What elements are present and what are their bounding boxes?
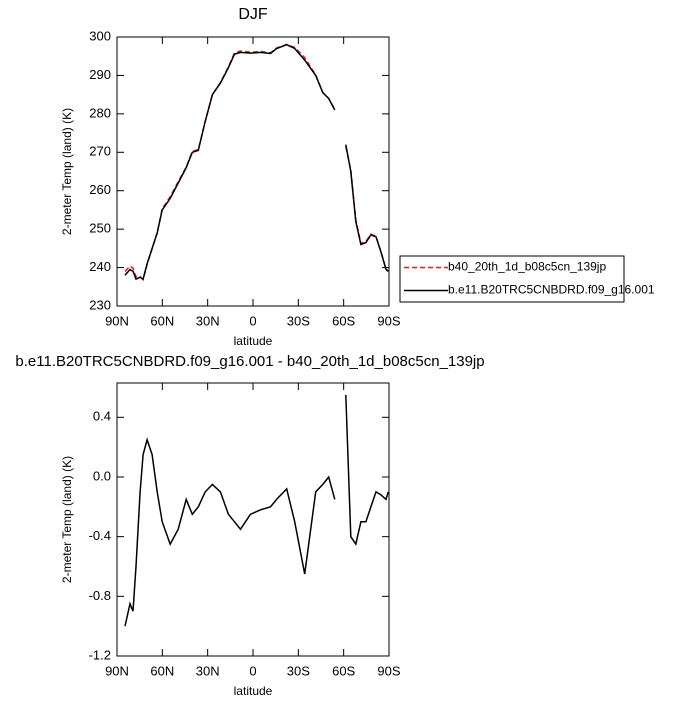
y-tick-label: 0.4 (93, 409, 111, 424)
data-line (124, 394, 389, 627)
x-axis-label: latitude (234, 684, 273, 698)
x-tick-label: 90S (377, 663, 400, 678)
legend-box (399, 255, 625, 303)
chart-title: b.e11.B20TRC5CNBDRD.f09_g16.001 - b40_20… (15, 353, 484, 370)
x-tick-label: 90N (105, 663, 129, 678)
legend-label: b.e11.B20TRC5CNBDRD.f09_g16.001 (448, 283, 655, 297)
x-tick-label: 30S (287, 313, 310, 328)
x-tick-label: 30N (196, 663, 220, 678)
y-tick-label: 290 (89, 67, 111, 82)
y-tick-label: 0.0 (93, 468, 111, 483)
x-axis-label: latitude (234, 334, 273, 348)
y-tick-label: 280 (89, 105, 111, 120)
plot-frame (116, 36, 390, 307)
x-tick-label: 90S (377, 313, 400, 328)
y-tick-label: 270 (89, 144, 111, 159)
x-tick-label: 30N (196, 313, 220, 328)
data-line (124, 43, 389, 281)
y-axis-label: 2-meter Temp (land) (K) (60, 108, 74, 235)
chart-title: DJF (238, 6, 268, 23)
x-tick-label: 0 (249, 663, 256, 678)
y-tick-label: 250 (89, 221, 111, 236)
y-tick-label: 260 (89, 182, 111, 197)
x-tick-label: 60S (332, 313, 355, 328)
x-tick-label: 0 (249, 313, 256, 328)
y-tick-label: 240 (89, 259, 111, 274)
x-tick-label: 30S (287, 663, 310, 678)
x-tick-label: 60N (150, 663, 174, 678)
y-tick-label: 300 (89, 28, 111, 43)
plot-frame (116, 382, 390, 657)
x-tick-label: 90N (105, 313, 129, 328)
y-tick-label: -1.2 (89, 647, 111, 662)
y-tick-label: -0.4 (89, 528, 111, 543)
x-tick-label: 60S (332, 663, 355, 678)
y-tick-label: 230 (89, 297, 111, 312)
x-tick-label: 60N (150, 313, 174, 328)
y-axis-label: 2-meter Temp (land) (K) (60, 456, 74, 583)
y-tick-label: -0.8 (89, 588, 111, 603)
legend-label: b40_20th_1d_b08c5cn_139jp (448, 260, 606, 274)
